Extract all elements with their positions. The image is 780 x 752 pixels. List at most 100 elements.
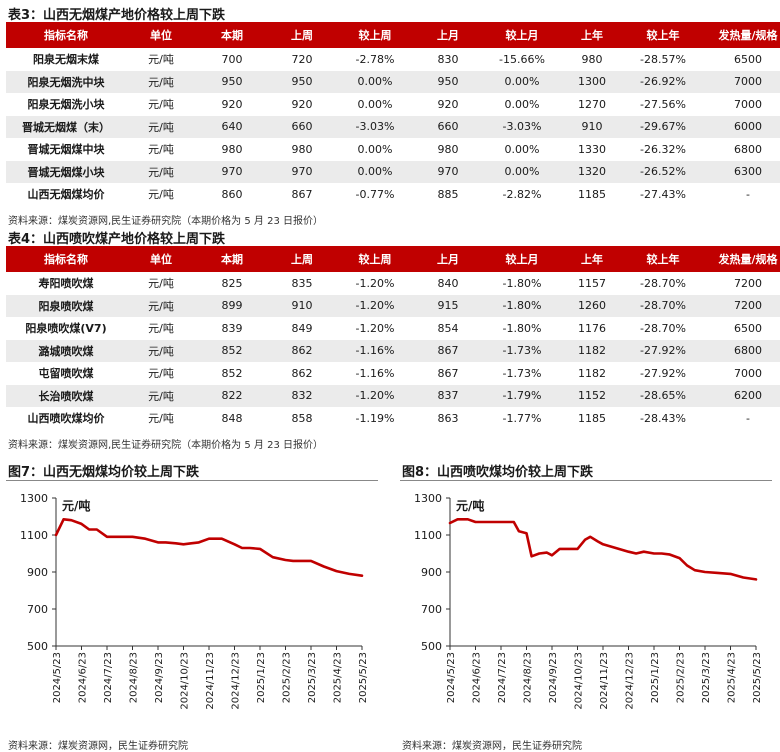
row-label: 潞城喷吹煤 bbox=[6, 339, 126, 362]
x-tick-label: 2025/3/23 bbox=[307, 652, 318, 703]
table-cell: 950 bbox=[414, 70, 482, 93]
table-cell: 660 bbox=[268, 115, 336, 138]
figure8-rule bbox=[400, 480, 772, 481]
table-cell: 863 bbox=[437, 411, 459, 425]
table-cell: 858 bbox=[291, 411, 313, 425]
x-tick-label: 2024/10/23 bbox=[574, 652, 585, 710]
table-cell: -29.67% bbox=[622, 115, 704, 138]
column-header: 较上月 bbox=[482, 22, 562, 48]
table-cell: -1.80% bbox=[482, 294, 562, 317]
y-tick-label: 900 bbox=[27, 566, 48, 579]
table-cell: -28.65% bbox=[622, 384, 704, 407]
table-cell: -26.92% bbox=[622, 70, 704, 93]
y-tick-label: 900 bbox=[421, 566, 442, 579]
table-cell: 862 bbox=[291, 366, 313, 380]
table-cell: -2.82% bbox=[502, 187, 542, 201]
series-line bbox=[448, 517, 758, 581]
table-cell: 970 bbox=[414, 160, 482, 183]
row-label: 阳泉无烟末煤 bbox=[33, 53, 99, 67]
table-cell: 1182 bbox=[578, 366, 606, 380]
table3-title: 表3：山西无烟煤产地价格较上周下跌 bbox=[8, 8, 226, 23]
table-cell: 822 bbox=[196, 384, 268, 407]
table-cell: 980 bbox=[221, 142, 243, 156]
table4: 指标名称 单位 本期 上周 较上周 上月 较上月 上年 较上年 发热量/规格 寿阳喷吹煤 元/吨 82… bbox=[6, 246, 780, 430]
table-cell: 854 bbox=[437, 321, 459, 335]
y-tick-label: 500 bbox=[27, 640, 48, 653]
column-header: 上年 bbox=[562, 22, 622, 48]
table-cell: 6200 bbox=[704, 384, 780, 407]
table-cell: 835 bbox=[291, 276, 313, 290]
row-label: 晋城无烟煤中块 bbox=[27, 143, 105, 157]
table-row: 晋城无烟煤小块 元/吨 970 970 0.00% 970 0.00% 1320 -26.52%… bbox=[6, 160, 780, 183]
row-label: 阳泉无烟洗中块 bbox=[6, 70, 126, 93]
table-cell: 6800 bbox=[704, 339, 780, 362]
x-tick-label: 2025/5/23 bbox=[358, 652, 369, 703]
column-header: 本期 bbox=[196, 22, 268, 48]
y-tick-label: 500 bbox=[421, 640, 442, 653]
table-cell: 元/吨 bbox=[148, 188, 174, 202]
table-cell: 825 bbox=[221, 276, 243, 290]
table-cell: 980 bbox=[291, 142, 313, 156]
table-cell: 1270 bbox=[578, 97, 606, 111]
x-tick-label: 2025/5/23 bbox=[752, 652, 763, 703]
row-label: 晋城无烟煤（末） bbox=[6, 115, 126, 138]
table-cell: 860 bbox=[221, 187, 243, 201]
x-tick-label: 2025/2/23 bbox=[676, 652, 687, 703]
x-tick-label: 2024/10/23 bbox=[180, 652, 191, 710]
x-tick-label: 2025/1/23 bbox=[256, 652, 267, 703]
column-header: 上月 bbox=[414, 22, 482, 48]
table-cell: 970 bbox=[268, 160, 336, 183]
x-tick-label: 2024/9/23 bbox=[548, 652, 559, 703]
table-cell: 7200 bbox=[734, 276, 762, 290]
y-axis-unit: 元/吨 bbox=[62, 498, 90, 513]
table-cell: -1.77% bbox=[502, 411, 542, 425]
figure8-source: 资料来源：煤炭资源网，民生证券研究院 bbox=[402, 741, 582, 752]
table-cell: 899 bbox=[196, 294, 268, 317]
figure7-source: 资料来源：煤炭资源网，民生证券研究院 bbox=[8, 741, 188, 752]
column-header: 发热量/规格 bbox=[704, 22, 780, 48]
table-cell: 1185 bbox=[578, 411, 606, 425]
table-cell: 0.00% bbox=[357, 97, 393, 111]
table-cell: 885 bbox=[437, 187, 459, 201]
table-cell: 920 bbox=[221, 97, 243, 111]
table4-title: 表4：山西喷吹煤产地价格较上周下跌 bbox=[8, 232, 226, 247]
table-row: 阳泉无烟末煤 元/吨 700 720 -2.78% 830 -15.66% 980 -28.57… bbox=[6, 48, 780, 71]
column-header: 上年 bbox=[562, 246, 622, 272]
table-row: 阳泉无烟洗小块 元/吨 920 920 0.00% 920 0.00% 1270 -27.56%… bbox=[6, 93, 780, 116]
table-cell: -27.92% bbox=[622, 339, 704, 362]
row-label: 长治喷吹煤 bbox=[6, 384, 126, 407]
y-axis-unit: 元/吨 bbox=[456, 498, 484, 513]
table-row: 寿阳喷吹煤 元/吨 825 835 -1.20% 840 -1.80% 1157 -28.70%… bbox=[6, 272, 780, 295]
table-cell: -1.73% bbox=[482, 339, 562, 362]
table-row: 晋城无烟煤（末） 元/吨 640 660 -3.03% 660 -3.03% 910 -29.6… bbox=[6, 115, 780, 138]
x-tick-label: 2024/6/23 bbox=[78, 652, 89, 703]
table-cell: 1185 bbox=[578, 187, 606, 201]
table-cell: 700 bbox=[221, 52, 243, 66]
table-row: 阳泉无烟洗中块 元/吨 950 950 0.00% 950 0.00% 1300 -26.92%… bbox=[6, 70, 780, 93]
table-cell: 1157 bbox=[578, 276, 606, 290]
table-cell: -28.70% bbox=[640, 276, 686, 290]
table-cell: 元/吨 bbox=[148, 412, 174, 426]
table-row: 阳泉喷吹煤(V7) 元/吨 839 849 -1.20% 854 -1.80% 1176 -28… bbox=[6, 317, 780, 340]
column-header: 指标名称 bbox=[6, 22, 126, 48]
table-cell: 7000 bbox=[704, 70, 780, 93]
table-cell: 7000 bbox=[734, 97, 762, 111]
figure7-rule bbox=[6, 480, 378, 481]
table-cell: 660 bbox=[414, 115, 482, 138]
table-cell: -27.92% bbox=[640, 366, 686, 380]
table-cell: 867 bbox=[291, 187, 313, 201]
table-cell: 元/吨 bbox=[148, 367, 174, 381]
column-header: 指标名称 bbox=[6, 246, 126, 272]
row-label: 寿阳喷吹煤 bbox=[38, 277, 94, 291]
table-cell: 950 bbox=[268, 70, 336, 93]
y-tick-label: 1100 bbox=[414, 529, 442, 542]
table-cell: 910 bbox=[268, 294, 336, 317]
y-tick-label: 700 bbox=[421, 603, 442, 616]
table-cell: 0.00% bbox=[504, 142, 540, 156]
table-cell: -1.19% bbox=[355, 411, 395, 425]
table3-source: 资料来源：煤炭资源网,民生证券研究院（本期价格为 5 月 23 日报价） bbox=[8, 216, 323, 227]
x-tick-label: 2024/8/23 bbox=[129, 652, 140, 703]
table-cell: -1.20% bbox=[336, 384, 414, 407]
x-tick-label: 2024/9/23 bbox=[154, 652, 165, 703]
column-header: 较上周 bbox=[336, 22, 414, 48]
